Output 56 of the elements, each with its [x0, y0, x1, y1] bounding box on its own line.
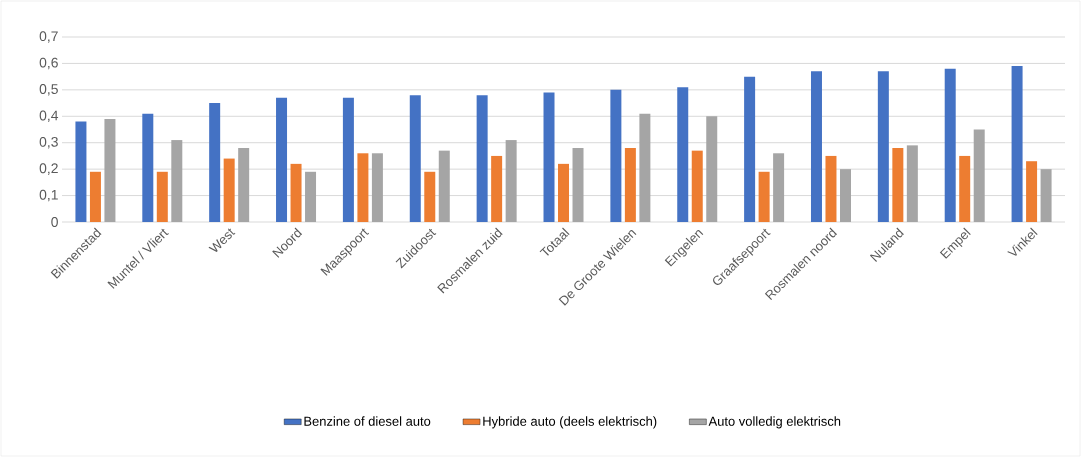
legend-label: Hybride auto (deels elektrisch) — [483, 416, 657, 429]
bar — [290, 163, 302, 222]
bar — [209, 103, 221, 222]
bar — [305, 171, 317, 222]
bar — [171, 140, 183, 222]
bar — [1040, 169, 1052, 222]
bar — [238, 148, 250, 222]
bar — [906, 145, 918, 222]
bar — [825, 155, 837, 222]
bar — [342, 97, 354, 222]
bar — [438, 150, 450, 222]
y-tick-label: 0,1 — [39, 189, 58, 202]
bar — [639, 113, 651, 222]
y-tick-label: 0,5 — [39, 84, 58, 96]
bar — [610, 89, 622, 222]
bar — [558, 163, 570, 222]
y-tick-label: 0,2 — [39, 163, 58, 175]
bar — [773, 153, 785, 222]
bar — [371, 153, 383, 222]
bar — [744, 76, 756, 222]
y-tick-label: 0,3 — [39, 136, 58, 149]
bar — [892, 148, 904, 222]
bar — [104, 118, 116, 222]
bar — [839, 169, 851, 222]
bar — [944, 68, 956, 222]
bar — [691, 150, 703, 222]
bar — [156, 171, 168, 222]
bar — [624, 148, 636, 222]
legend-label: Benzine of diesel auto — [304, 416, 431, 426]
bar — [758, 171, 770, 222]
bar — [973, 129, 985, 222]
bar — [89, 171, 101, 222]
y-tick-label: 0,7 — [39, 31, 58, 43]
bar — [223, 158, 235, 222]
bar — [424, 171, 436, 222]
bar — [877, 71, 889, 222]
legend-label: Auto volledig elektrisch — [708, 416, 841, 429]
bar — [810, 71, 822, 222]
y-tick-label: 0,6 — [39, 57, 58, 70]
bar — [959, 155, 971, 222]
y-tick-label: 0,4 — [39, 110, 59, 123]
bar — [543, 92, 555, 222]
bar — [706, 116, 718, 222]
bar — [677, 87, 689, 222]
bar — [357, 153, 369, 222]
bar — [142, 113, 154, 222]
bar — [491, 155, 503, 222]
bar — [276, 97, 288, 222]
bar — [409, 95, 421, 222]
y-tick-label: 0 — [51, 217, 58, 227]
bar — [1011, 66, 1023, 222]
bar — [505, 140, 517, 222]
bar — [476, 95, 488, 222]
bar — [572, 148, 584, 222]
bar — [1026, 161, 1038, 222]
bar — [75, 121, 87, 222]
